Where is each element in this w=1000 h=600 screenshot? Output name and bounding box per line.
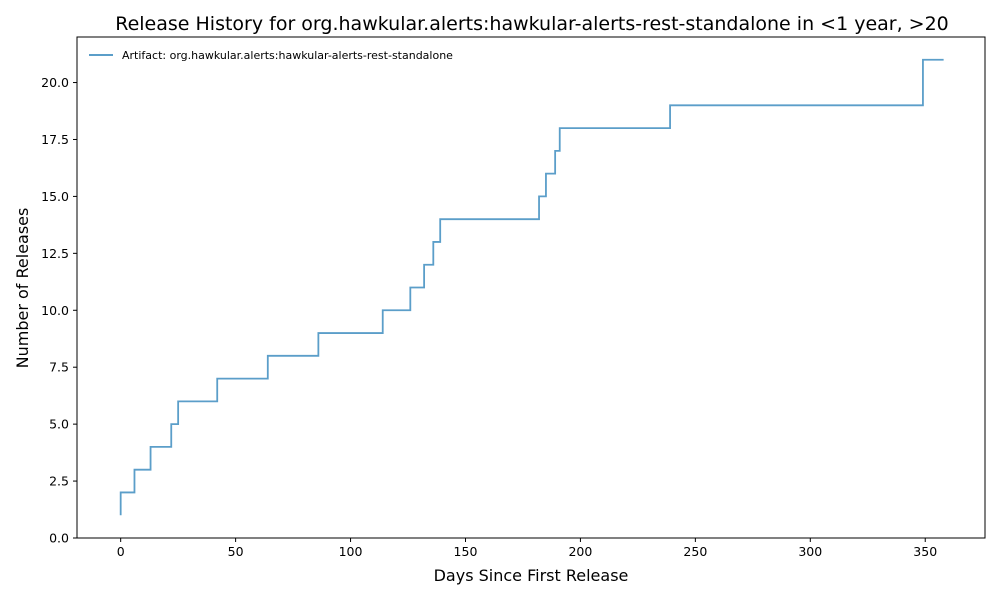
y-tick-label: 15.0 xyxy=(41,189,69,204)
x-tick-label: 200 xyxy=(568,544,592,559)
x-tick-label: 100 xyxy=(339,544,363,559)
y-tick-label: 17.5 xyxy=(41,132,69,147)
series-line-0 xyxy=(119,58,944,516)
x-axis: 0 50 100 150 200 250 300 350 xyxy=(117,538,937,559)
legend-label: Artifact: org.hawkular.alerts:hawkular-a… xyxy=(122,49,453,62)
plot-area xyxy=(119,58,944,516)
legend: Artifact: org.hawkular.alerts:hawkular-a… xyxy=(89,49,453,62)
x-tick-label: 0 xyxy=(117,544,125,559)
y-axis-title: Number of Releases xyxy=(13,208,32,369)
y-tick-label: 5.0 xyxy=(49,417,69,432)
x-tick-label: 150 xyxy=(454,544,478,559)
plot-frame xyxy=(76,36,986,539)
x-tick-label: 300 xyxy=(798,544,822,559)
x-tick-label: 50 xyxy=(228,544,244,559)
y-tick-label: 20.0 xyxy=(41,75,69,90)
x-tick-label: 250 xyxy=(683,544,707,559)
y-tick-label: 7.5 xyxy=(49,360,69,375)
x-tick-label: 350 xyxy=(913,544,937,559)
y-tick-label: 12.5 xyxy=(41,246,69,261)
y-axis: 0.0 2.5 5.0 7.5 10.0 12.5 15.0 17.5 20.0 xyxy=(41,75,77,546)
y-tick-label: 10.0 xyxy=(41,303,69,318)
y-tick-label: 0.0 xyxy=(49,531,69,546)
y-tick-label: 2.5 xyxy=(49,474,69,489)
x-axis-title: Days Since First Release xyxy=(434,566,629,585)
chart-title: Release History for org.hawkular.alerts:… xyxy=(115,13,949,35)
